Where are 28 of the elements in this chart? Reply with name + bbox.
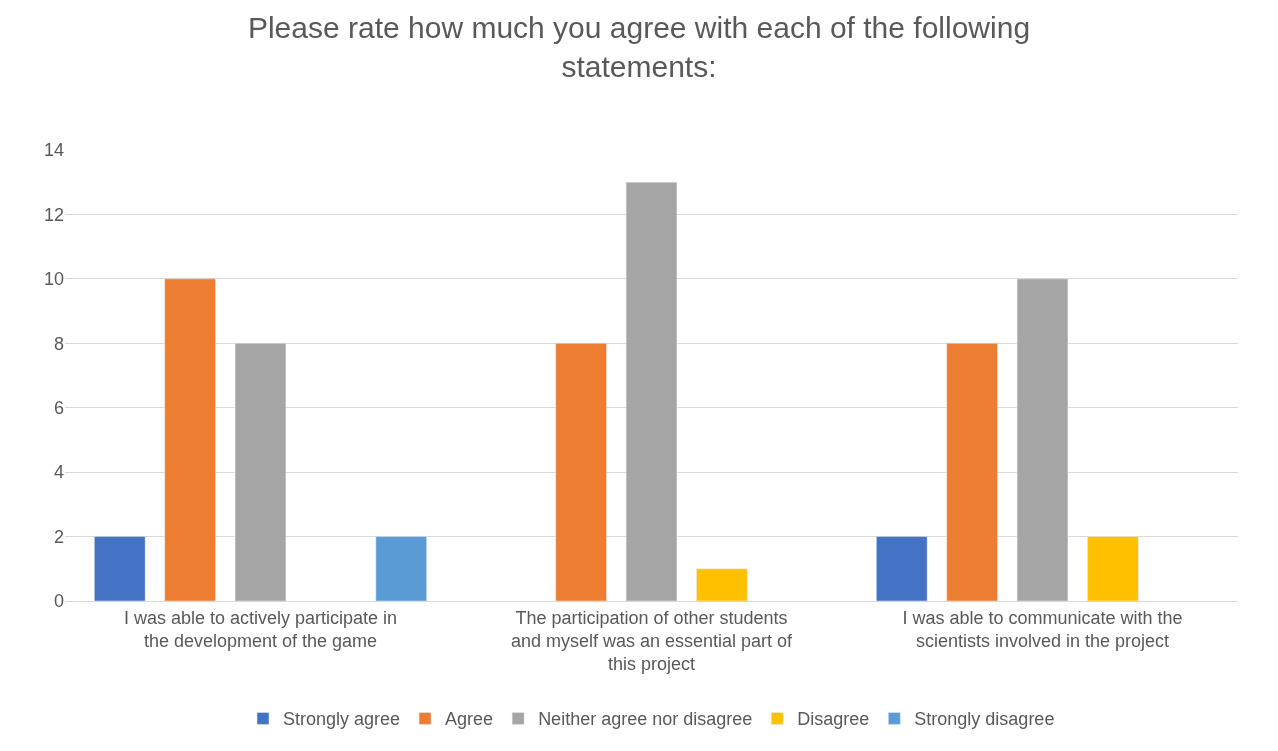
legend-label: Strongly agree (283, 709, 401, 730)
bar (625, 181, 678, 601)
y-tick-label: 2 (53, 526, 64, 547)
bar (555, 343, 607, 601)
bar (94, 536, 146, 601)
bar (1087, 536, 1139, 601)
y-tick-label: 8 (53, 333, 64, 354)
y-tick-label: 0 (53, 591, 64, 612)
bar (696, 568, 748, 601)
bar (1016, 278, 1069, 601)
legend-label: Neither agree nor disagree (538, 709, 753, 730)
bar (946, 343, 998, 601)
x-tick-label: I was able to communicate with the scientists involved in the project (902, 607, 1183, 651)
chart-title: Please rate how much you agree with each of the following statements: (247, 10, 1031, 83)
bar (876, 536, 928, 601)
y-tick-label: 6 (53, 398, 64, 419)
legend-label: Disagree (797, 709, 870, 730)
y-tick-label: 4 (53, 462, 64, 483)
bar (375, 536, 427, 601)
y-tick-label: 14 (43, 140, 64, 161)
bar (234, 343, 287, 601)
legend-label: Agree (445, 709, 494, 730)
x-tick-label: I was able to actively participate in the development of the game (123, 607, 398, 651)
legend-label: Strongly disagree (914, 709, 1055, 730)
y-tick-label: 12 (43, 204, 64, 225)
bar (164, 278, 216, 601)
x-tick-label: The participation of other students and myself was an essential part of this project (510, 607, 794, 675)
y-tick-label: 10 (43, 269, 64, 290)
